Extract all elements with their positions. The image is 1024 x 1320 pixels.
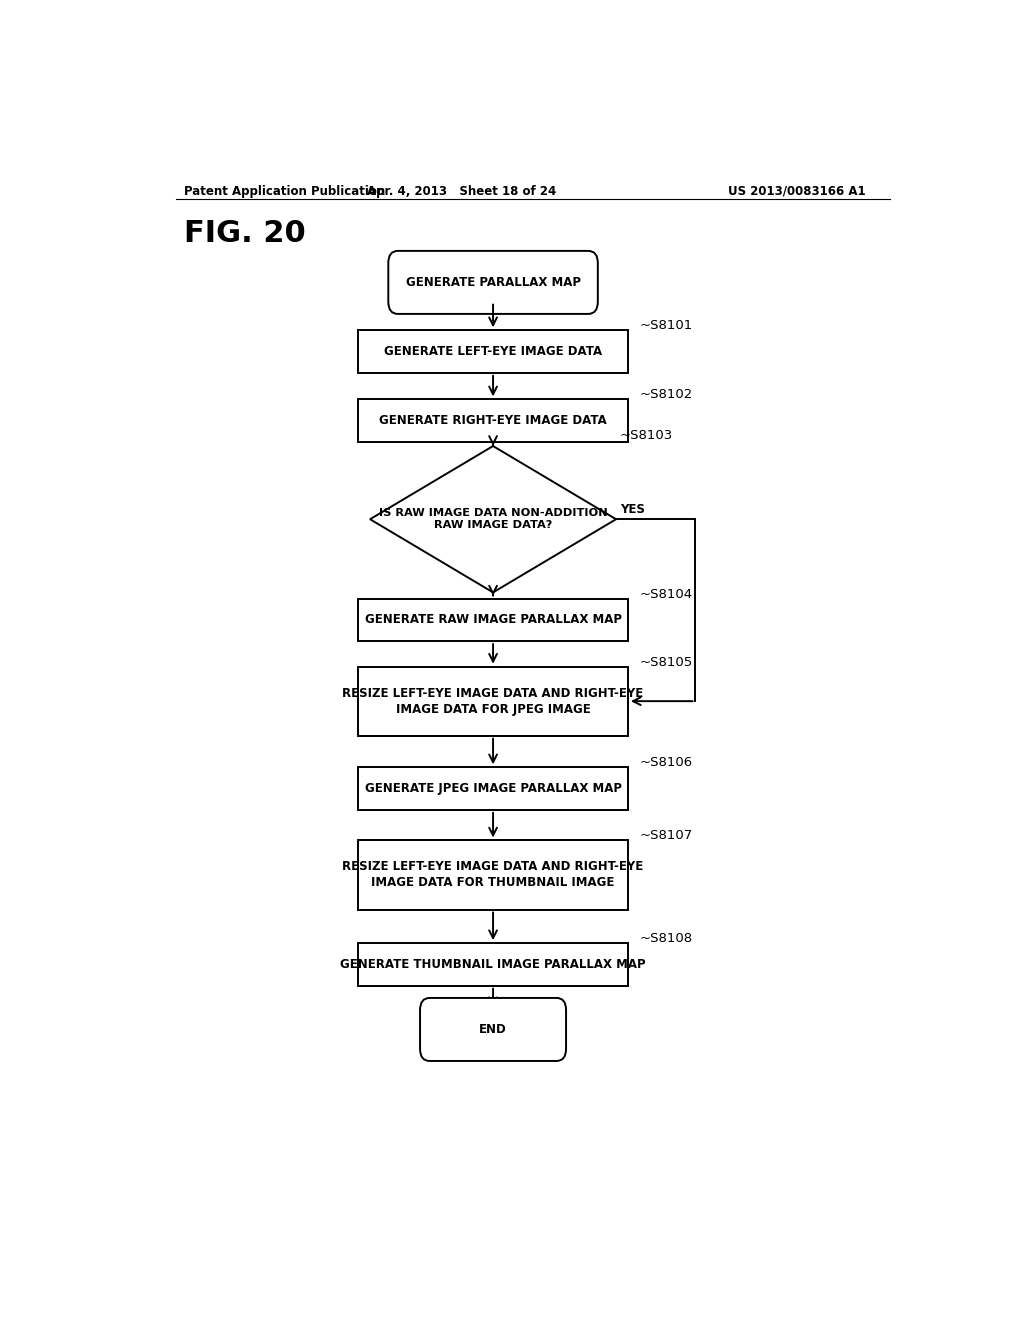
Bar: [358, 330, 628, 372]
Text: ~S8101: ~S8101: [640, 319, 693, 333]
Text: GENERATE LEFT-EYE IMAGE DATA: GENERATE LEFT-EYE IMAGE DATA: [384, 345, 602, 358]
Text: ~S8103: ~S8103: [620, 429, 674, 442]
Bar: [358, 399, 628, 442]
Text: ~S8107: ~S8107: [640, 829, 693, 842]
Text: ~S8105: ~S8105: [640, 656, 693, 669]
Bar: [358, 667, 628, 735]
Text: ~S8108: ~S8108: [640, 932, 693, 945]
Bar: [358, 598, 628, 642]
Bar: [358, 767, 628, 810]
FancyBboxPatch shape: [388, 251, 598, 314]
Text: ~S8104: ~S8104: [640, 587, 693, 601]
Text: RESIZE LEFT-EYE IMAGE DATA AND RIGHT-EYE
IMAGE DATA FOR JPEG IMAGE: RESIZE LEFT-EYE IMAGE DATA AND RIGHT-EYE…: [342, 686, 644, 715]
Text: GENERATE THUMBNAIL IMAGE PARALLAX MAP: GENERATE THUMBNAIL IMAGE PARALLAX MAP: [340, 958, 646, 972]
Text: RESIZE LEFT-EYE IMAGE DATA AND RIGHT-EYE
IMAGE DATA FOR THUMBNAIL IMAGE: RESIZE LEFT-EYE IMAGE DATA AND RIGHT-EYE…: [342, 861, 644, 890]
Bar: [358, 942, 628, 986]
Polygon shape: [370, 446, 616, 593]
Text: ~S8106: ~S8106: [640, 756, 693, 770]
Bar: [358, 841, 628, 909]
Text: IS RAW IMAGE DATA NON-ADDITION
RAW IMAGE DATA?: IS RAW IMAGE DATA NON-ADDITION RAW IMAGE…: [379, 508, 607, 531]
Text: FIG. 20: FIG. 20: [183, 219, 305, 248]
Text: NO: NO: [501, 601, 521, 614]
Text: GENERATE RIGHT-EYE IMAGE DATA: GENERATE RIGHT-EYE IMAGE DATA: [379, 414, 607, 428]
Text: Patent Application Publication: Patent Application Publication: [183, 185, 385, 198]
FancyBboxPatch shape: [420, 998, 566, 1061]
Text: GENERATE RAW IMAGE PARALLAX MAP: GENERATE RAW IMAGE PARALLAX MAP: [365, 614, 622, 627]
Text: GENERATE JPEG IMAGE PARALLAX MAP: GENERATE JPEG IMAGE PARALLAX MAP: [365, 781, 622, 795]
Text: Apr. 4, 2013   Sheet 18 of 24: Apr. 4, 2013 Sheet 18 of 24: [367, 185, 556, 198]
Text: ~S8102: ~S8102: [640, 388, 693, 401]
Text: END: END: [479, 1023, 507, 1036]
Text: US 2013/0083166 A1: US 2013/0083166 A1: [728, 185, 866, 198]
Text: GENERATE PARALLAX MAP: GENERATE PARALLAX MAP: [406, 276, 581, 289]
Text: YES: YES: [620, 503, 645, 516]
